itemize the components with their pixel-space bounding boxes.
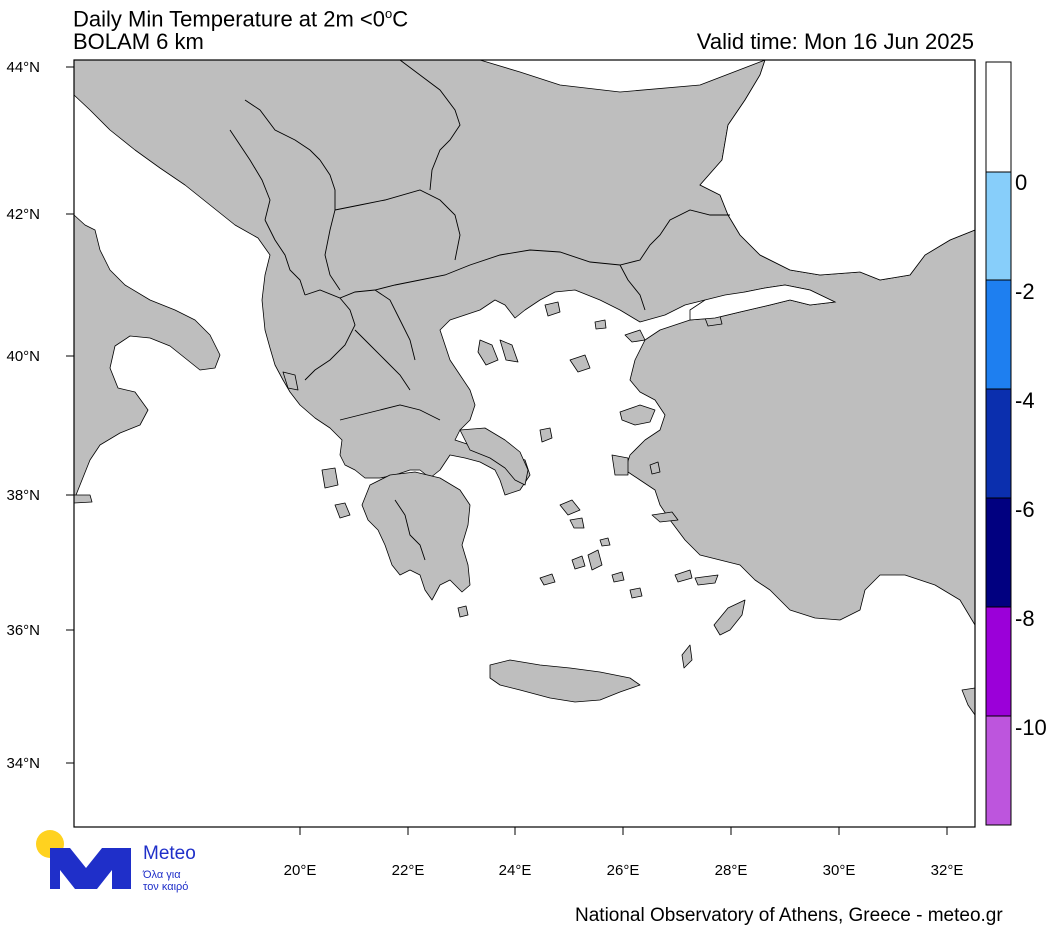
lon-label: 30°E — [823, 862, 856, 879]
skyros-land — [539, 427, 553, 443]
lon-label: 32°E — [931, 862, 964, 879]
lon-ticks — [299, 827, 948, 835]
tiny-island-3 — [629, 587, 643, 599]
colorbar-bin — [985, 497, 1012, 608]
lat-labels: 44°N 42°N 40°N 38°N 36°N 34°N — [6, 59, 40, 772]
black-sea — [699, 59, 976, 281]
thasos-land — [544, 301, 561, 317]
logo-tagline: Όλα για τον καιρό — [143, 869, 189, 893]
lesvos-land — [619, 404, 656, 426]
evia-land — [459, 427, 529, 486]
lon-label: 20°E — [284, 862, 317, 879]
lemnos-land — [569, 354, 591, 373]
colorbar — [985, 61, 1012, 826]
lat-label: 38°N — [6, 487, 40, 504]
lat-ticks — [66, 66, 74, 764]
logo-name: Meteo — [143, 843, 196, 864]
paros-land — [571, 555, 586, 570]
tiny-island-4 — [674, 569, 693, 583]
lon-labels: 20°E 22°E 24°E 26°E 28°E 30°E 32°E — [284, 862, 964, 879]
tinos-land — [569, 517, 585, 529]
peloponnese-land — [361, 471, 471, 601]
lat-label: 34°N — [6, 755, 40, 772]
andros-land — [559, 499, 581, 516]
chalkidiki-land — [477, 339, 499, 366]
tiny-island-5 — [611, 571, 625, 583]
samothraki-land — [594, 319, 607, 330]
lon-label: 22°E — [392, 862, 425, 879]
gokceada-land — [624, 329, 646, 343]
kos-land — [694, 574, 719, 586]
colorbar-bin — [985, 715, 1012, 826]
lon-label: 28°E — [715, 862, 748, 879]
colorbar-label: -6 — [1015, 497, 1035, 522]
colorbar-label: -4 — [1015, 388, 1035, 413]
lat-label: 36°N — [6, 622, 40, 639]
zakynthos-land — [334, 502, 351, 519]
chalkidiki-land2 — [499, 339, 519, 363]
lat-label: 40°N — [6, 348, 40, 365]
mykonos-land — [599, 537, 611, 547]
sicily-land — [73, 494, 93, 504]
italy-land — [73, 214, 221, 501]
corfu-land — [282, 371, 299, 391]
rhodes-land — [713, 599, 746, 636]
italy-landmass — [74, 60, 275, 500]
country-borders — [229, 59, 730, 561]
crete-land — [489, 659, 641, 703]
meteo-logo — [36, 830, 131, 889]
degree-sup: o — [385, 6, 393, 21]
footer-credit: National Observatory of Athens, Greece -… — [575, 905, 1003, 926]
colorbar-bin — [985, 171, 1012, 281]
colorbar-bin — [985, 279, 1012, 390]
map-frame — [73, 59, 976, 828]
m-letter-icon — [50, 848, 131, 889]
sea-layer — [689, 59, 976, 321]
samos-land — [651, 511, 679, 523]
colorbar-label: -8 — [1015, 606, 1035, 631]
tiny-island-1 — [457, 605, 469, 618]
valid-time: Valid time: Mon 16 Jun 2025 — [696, 29, 974, 54]
kefalonia-land — [321, 467, 339, 489]
milos-land — [539, 573, 556, 586]
lat-label: 42°N — [6, 206, 40, 223]
lat-label: 44°N — [6, 59, 40, 76]
karpathos-land — [681, 644, 693, 669]
colorbar-bin — [985, 606, 1012, 717]
colorbar-bin — [985, 388, 1012, 499]
colorbar-label: -2 — [1015, 279, 1035, 304]
lon-label: 24°E — [499, 862, 532, 879]
sea-of-marmara — [689, 284, 837, 321]
lon-label: 26°E — [607, 862, 640, 879]
colorbar-label: 0 — [1015, 170, 1028, 195]
chios-land — [611, 454, 629, 476]
colorbar-bin — [985, 61, 1012, 173]
model-name: BOLAM 6 km — [73, 29, 204, 54]
cyprus-edge — [961, 687, 976, 716]
colorbar-label: -10 — [1015, 715, 1047, 740]
tiny-island-2 — [649, 461, 661, 475]
naxos-land — [587, 549, 603, 571]
map-title: Daily Min Temperature at 2m <0oC — [73, 6, 409, 32]
